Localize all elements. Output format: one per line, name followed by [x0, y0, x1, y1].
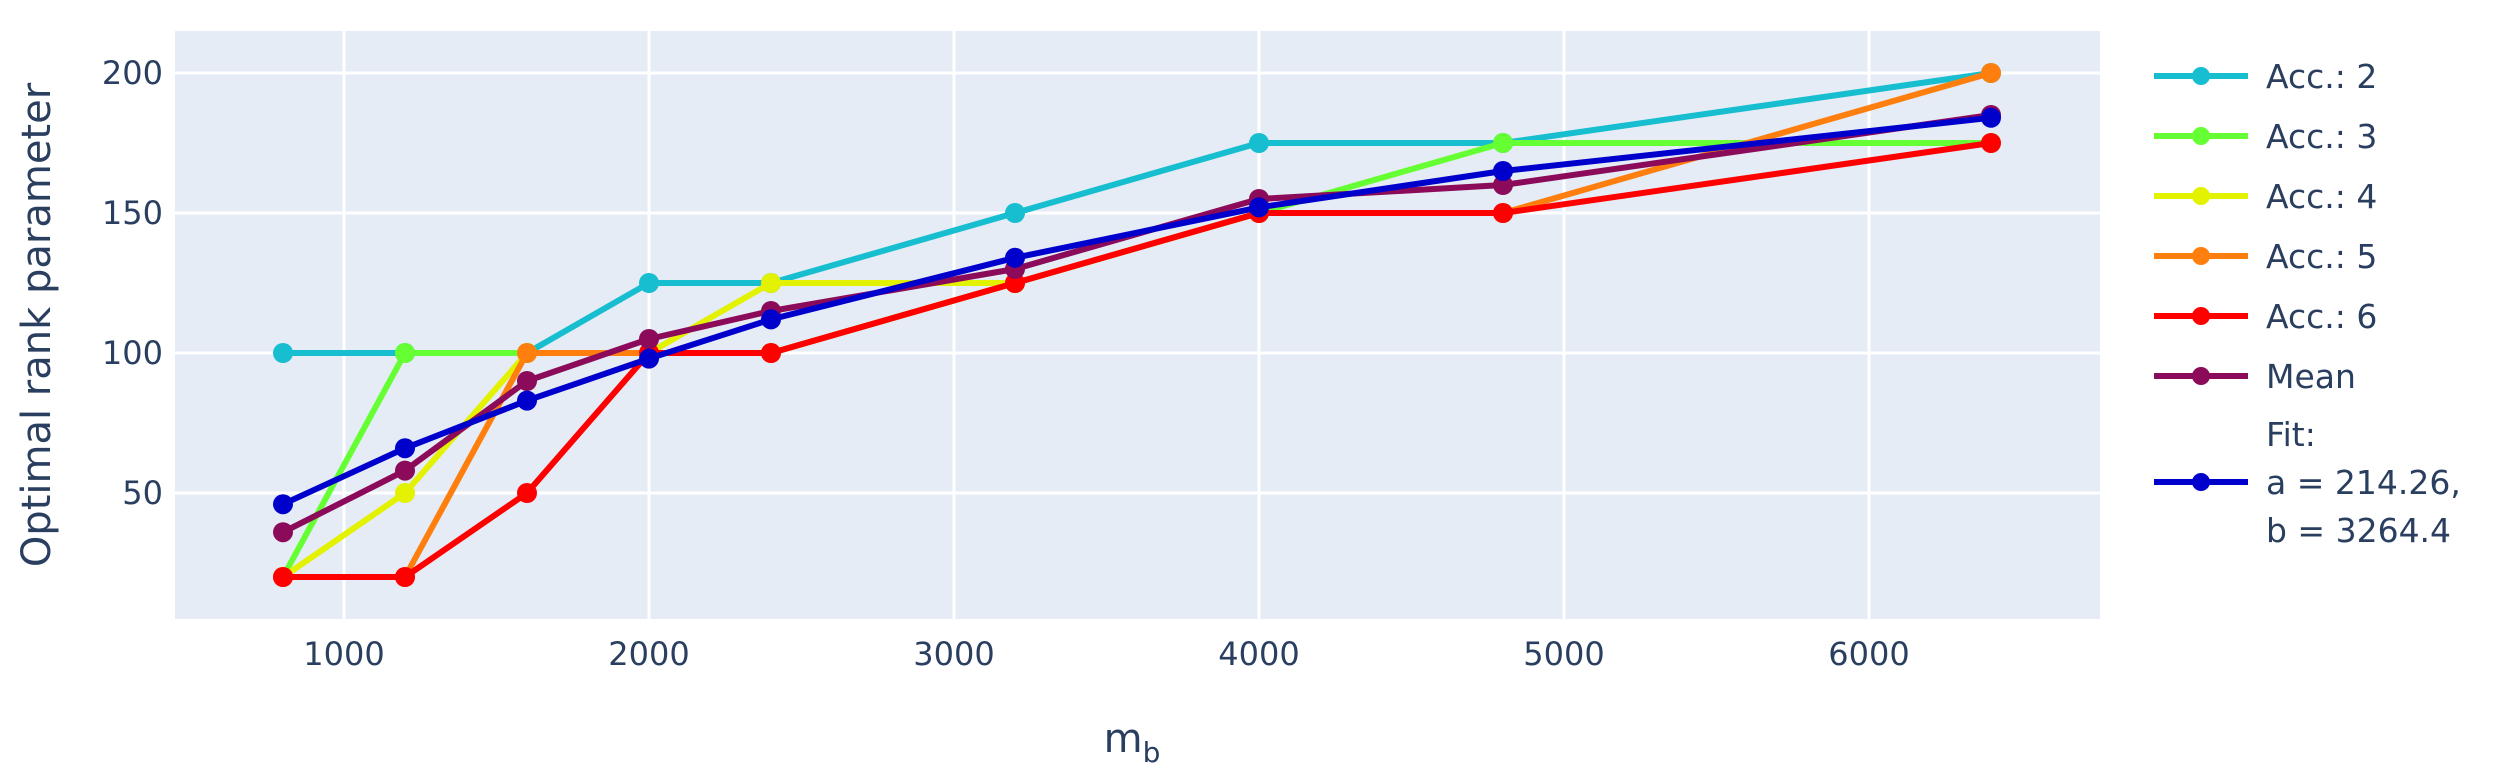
legend-label: Fit:	[2266, 415, 2316, 454]
y-axis-title: Optimal rank parameter	[14, 82, 60, 567]
data-point-marker	[1981, 107, 2001, 128]
data-point-marker	[639, 329, 659, 349]
data-point-marker	[1493, 161, 1513, 181]
data-point-marker	[761, 343, 781, 363]
series-6	[273, 107, 2001, 515]
legend-marker-icon	[2192, 367, 2210, 385]
y-axis-ticks: 50 100 150 200	[102, 54, 163, 512]
plot-background	[175, 31, 2100, 619]
data-point-marker	[517, 371, 537, 391]
data-point-marker	[1005, 203, 1025, 223]
legend-label: Mean	[2266, 357, 2356, 396]
legend-label: b = 3264.4	[2266, 511, 2451, 550]
legend[interactable]: Acc.: 2 Acc.: 3 Acc.: 4 Acc.: 5 Acc.: 6 Mean F…	[2154, 57, 2461, 550]
legend-label: a = 214.26,	[2266, 463, 2461, 502]
data-point-marker	[395, 343, 415, 363]
legend-marker-icon	[2192, 307, 2210, 325]
legend-label: Acc.: 4	[2266, 177, 2377, 216]
y-tick-label: 50	[122, 474, 163, 512]
data-point-marker	[1493, 133, 1513, 153]
data-point-marker	[273, 567, 293, 587]
data-point-marker	[639, 348, 659, 369]
y-tick-label: 100	[102, 334, 163, 372]
legend-marker-icon	[2192, 187, 2210, 205]
x-axis-ticks: 1000 2000 3000 4000 5000 6000	[303, 635, 1909, 673]
y-tick-label: 200	[102, 54, 163, 92]
data-point-marker	[1249, 133, 1269, 153]
data-point-marker	[273, 494, 293, 515]
data-point-marker	[1005, 273, 1025, 293]
data-point-marker	[1981, 133, 2001, 153]
data-point-marker	[517, 390, 537, 411]
data-point-marker	[1493, 175, 1513, 195]
legend-marker-icon	[2192, 247, 2210, 265]
data-point-marker	[395, 567, 415, 587]
x-tick-label: 2000	[608, 635, 689, 673]
x-tick-label: 1000	[303, 635, 384, 673]
legend-item-1[interactable]: Acc.: 3	[2154, 117, 2377, 156]
data-point-marker	[1249, 197, 1269, 218]
data-point-marker	[639, 273, 659, 293]
data-point-marker	[395, 460, 415, 481]
x-tick-label: 6000	[1828, 635, 1909, 673]
legend-label: Acc.: 2	[2266, 57, 2377, 96]
data-point-marker	[1005, 247, 1025, 268]
legend-label: Acc.: 6	[2266, 297, 2377, 336]
data-point-marker	[395, 438, 415, 459]
legend-label: Acc.: 5	[2266, 237, 2377, 276]
legend-item-2[interactable]: Acc.: 4	[2154, 177, 2377, 216]
x-tick-label: 5000	[1523, 635, 1604, 673]
series-4	[273, 133, 2001, 587]
y-tick-label: 150	[102, 194, 163, 232]
data-point-marker	[395, 483, 415, 503]
legend-item-6[interactable]: Fit: a = 214.26, b = 3264.4	[2154, 415, 2461, 550]
data-point-marker	[761, 309, 781, 330]
legend-item-4[interactable]: Acc.: 6	[2154, 297, 2377, 336]
data-point-marker	[1981, 63, 2001, 83]
legend-label: Acc.: 3	[2266, 117, 2377, 156]
legend-marker-icon	[2192, 67, 2210, 85]
legend-item-3[interactable]: Acc.: 5	[2154, 237, 2377, 276]
legend-marker-icon	[2192, 127, 2210, 145]
data-point-marker	[1493, 203, 1513, 223]
legend-marker-icon	[2192, 473, 2210, 491]
x-tick-label: 3000	[913, 635, 994, 673]
data-point-marker	[273, 522, 293, 543]
data-point-marker	[517, 483, 537, 503]
legend-item-0[interactable]: Acc.: 2	[2154, 57, 2377, 96]
data-point-marker	[273, 343, 293, 363]
data-point-marker	[761, 273, 781, 293]
data-series	[273, 63, 2001, 587]
data-point-marker	[517, 343, 537, 363]
x-tick-label: 4000	[1218, 635, 1299, 673]
legend-item-5[interactable]: Mean	[2154, 357, 2356, 396]
x-axis-title: mb	[1104, 716, 1161, 769]
